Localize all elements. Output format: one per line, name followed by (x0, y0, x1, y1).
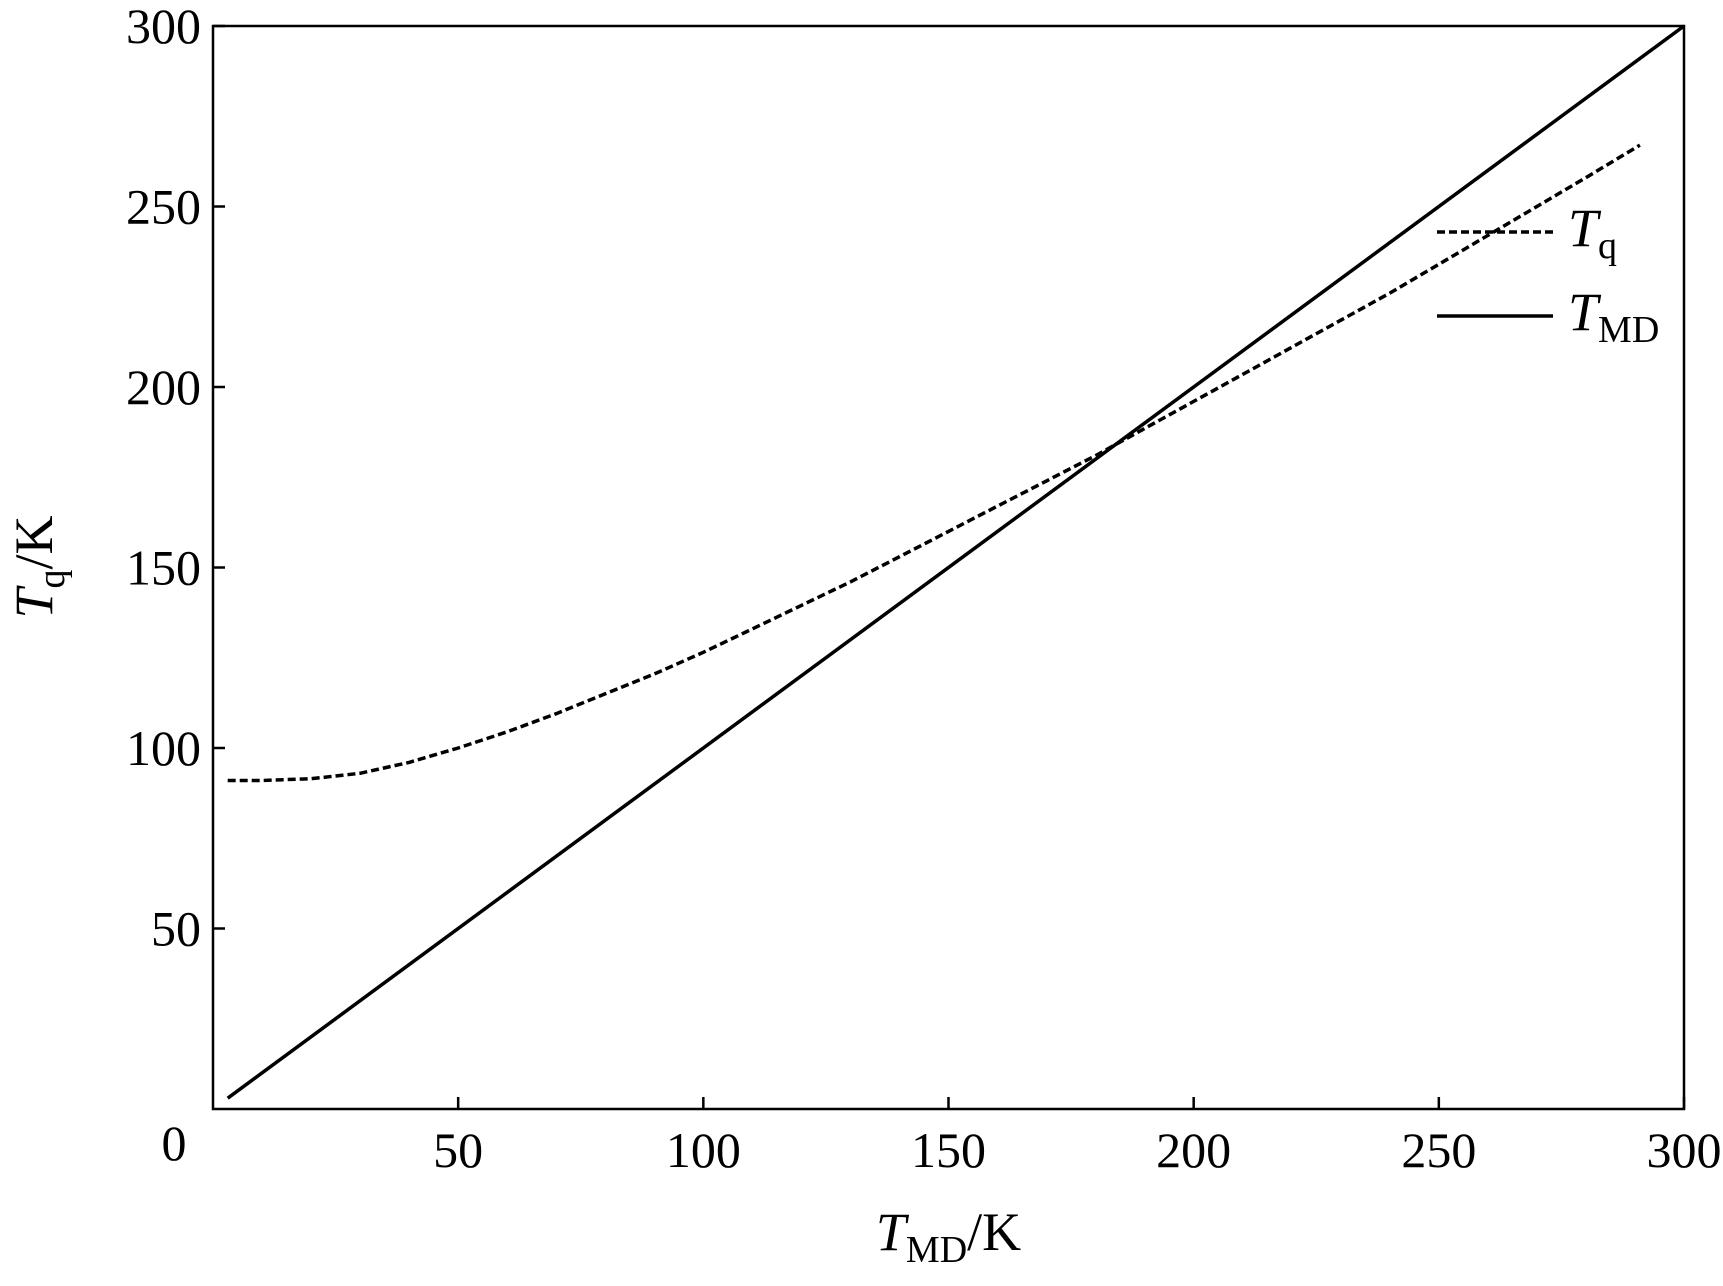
y-tick-label: 150 (126, 540, 201, 596)
x-axis-label: TMD/K (876, 1202, 1021, 1271)
series-line-Tq (227, 143, 1641, 783)
y-tick-label: 300 (126, 0, 201, 54)
x-tick-label: 150 (911, 1122, 986, 1178)
y-tick-label: 50 (151, 901, 201, 957)
series-line-TMD (226, 24, 1686, 1100)
legend-label: TMD (1568, 282, 1659, 351)
legend-label: Tq (1568, 198, 1617, 267)
y-tick-label: 100 (126, 720, 201, 776)
y-tick-label: 250 (126, 179, 201, 235)
x-tick-label: 200 (1156, 1122, 1231, 1178)
x-tick-label: 50 (433, 1122, 483, 1178)
x-tick-label: 300 (1647, 1122, 1722, 1178)
x-tick-label: 100 (666, 1122, 741, 1178)
origin-label: 0 (162, 1115, 187, 1171)
y-tick-label: 200 (126, 359, 201, 415)
y-axis-label: Tq/K (4, 515, 73, 618)
x-tick-label: 250 (1401, 1122, 1476, 1178)
